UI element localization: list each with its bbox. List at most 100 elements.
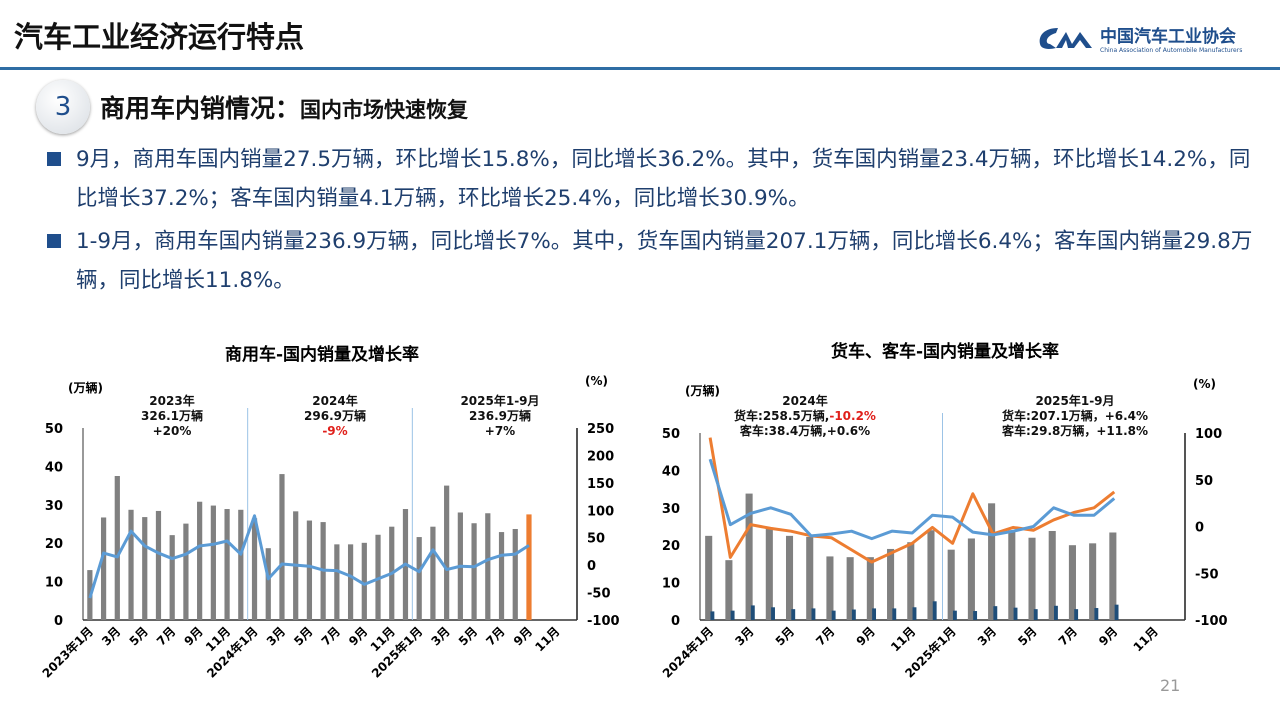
annotation-text: 296.9万辆 [304,408,366,423]
annotation-text: 客车:38.4万辆,+0.6% [739,423,870,438]
y2-tick-label: 50 [1195,474,1213,489]
sales-bar [785,535,794,620]
sales-bar [526,514,532,620]
y-tick-label: 0 [54,614,63,629]
y2-tick-label: 200 [587,449,614,464]
bus-bar [932,601,937,620]
sales-bar [361,542,367,620]
sales-bar [498,532,505,620]
sales-bar [887,548,895,620]
sales-bar [306,520,313,620]
y-tick-label: 30 [45,499,63,514]
bus-bar [1053,605,1058,620]
bus-bar [750,605,755,620]
x-tick-label: 2023年1月 [39,624,96,681]
x-tick-label: 7月 [154,624,178,648]
section-header: 3 商用车内销情况：国内市场快速恢复 [36,80,468,134]
logo-cn: 中国汽车工业协会 [1100,27,1236,47]
sales-bar [725,560,733,620]
y-tick-label: 50 [45,422,63,437]
y2-tick-label: 150 [587,477,614,492]
x-tick-label: 11月 [888,624,918,654]
title-divider [0,67,1280,70]
sales-bar [114,476,120,620]
y2-axis-label: (%) [1193,377,1216,391]
bullet-list: 9月，商用车国内销量27.5万辆，环比增长15.8%，同比增长36.2%。其中，… [44,140,1264,304]
bus-bar [993,606,998,620]
bus-bar [973,611,978,620]
bus-bar [851,609,856,620]
sales-bar [251,518,258,620]
growth-line [88,514,530,599]
x-tick-label: 7月 [813,624,837,648]
annotation-text: 客车:29.8万辆，+11.8% [1001,423,1148,438]
y2-tick-label: 100 [587,504,614,519]
truck-growth-line [708,437,1116,564]
sales-bar [197,501,203,620]
sales-bar [169,535,175,620]
annotation-text: 2023年 [149,393,194,408]
sales-bar [416,537,422,620]
annotation-text: +20% [153,424,192,438]
bus-bar [952,610,957,620]
x-tick-label: 3月 [264,624,288,648]
section-heading: 商用车内销情况：国内市场快速恢复 [100,89,468,125]
sales-bar [988,503,996,620]
sales-bar [430,526,436,620]
y2-tick-label: -100 [1195,614,1228,629]
x-tick-label: 5月 [773,624,797,648]
annotation-text: -9% [322,424,347,438]
bus-bar [1013,607,1018,620]
caam-logo: 中国汽车工业协会 China Association of Automobile … [1036,22,1242,54]
sales-bar [1028,537,1036,620]
bus-bar [1114,604,1119,620]
sales-bar [347,544,354,620]
sales-bar [947,549,955,620]
bus-bar [1074,609,1079,620]
bus-bar [710,611,715,620]
y2-tick-label: 0 [1195,521,1204,536]
y-tick-label: 50 [662,427,680,442]
sales-bar [100,517,107,620]
growth-line [708,458,1116,541]
sales-bar [142,517,148,620]
x-tick-label: 5月 [127,624,151,648]
y-tick-label: 10 [662,577,680,592]
x-tick-label: 9月 [1096,624,1120,648]
y-axis-label: (万辆) [685,383,720,398]
annotation-text: 236.9万辆 [469,408,531,423]
annotation-text: 326.1万辆 [141,408,203,423]
sales-bar [471,523,477,620]
bus-bar [1033,609,1038,620]
bus-bar [912,607,917,620]
sales-bar [826,556,834,620]
bus-bar [811,608,816,620]
y-tick-label: 20 [45,537,63,552]
bus-bar [730,610,735,620]
x-tick-label: 3月 [99,624,123,648]
bus-bar [771,607,775,620]
sales-bar [705,535,713,620]
sales-bar [155,510,162,620]
x-tick-label: 7月 [319,624,343,648]
sales-bar [238,509,244,620]
annotation-text: 货车:258.5万辆,-10.2% [734,408,876,423]
y-tick-label: 0 [671,614,680,629]
sales-bar [265,548,271,620]
sales-bar [1068,545,1076,620]
bus-bar [791,609,796,620]
bullet-item: 1-9月，商用车国内销量236.9万辆，同比增长7%。其中，货车国内销量207.… [44,222,1264,300]
annotation-text: 2025年1-9月 [1035,393,1114,408]
logo-en: China Association of Automobile Manufact… [1100,47,1243,54]
chart-title: 商用车-国内销量及增长率 [225,344,419,365]
page-title: 汽车工业经济运行特点 [14,20,305,54]
x-tick-label: 7月 [1056,624,1080,648]
sales-bar [927,530,935,620]
y2-axis-label: (%) [585,374,608,388]
x-tick-label: 3月 [732,624,756,648]
bus-bar [1094,608,1099,620]
y2-tick-label: 100 [1195,427,1222,442]
x-tick-label: 11月 [1131,624,1161,654]
y-axis-label: (万辆) [68,380,103,395]
sales-bar [907,542,915,620]
